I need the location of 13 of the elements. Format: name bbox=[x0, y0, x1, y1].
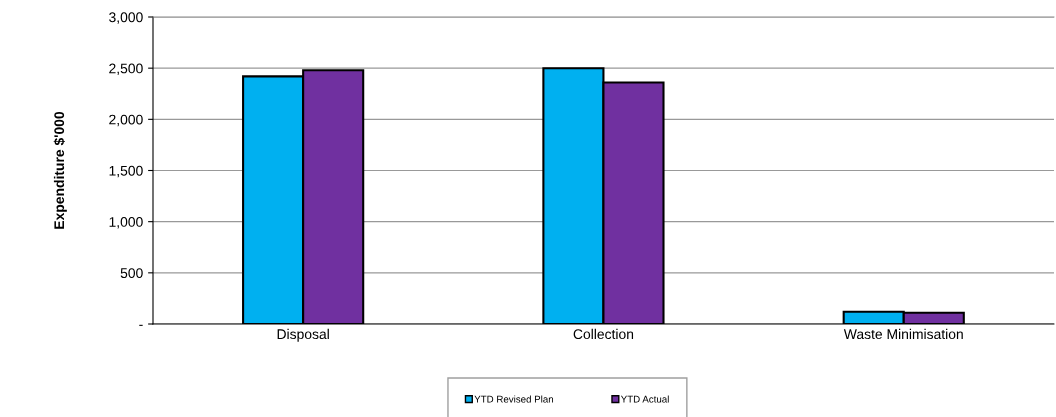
x-tick-label: Waste Minimisation bbox=[843, 328, 963, 340]
y-tick-label: 500 bbox=[120, 268, 143, 278]
y-tick-label: 2,500 bbox=[109, 63, 143, 75]
y-tick-label: - bbox=[139, 324, 143, 326]
x-tick-label: Collection bbox=[573, 328, 634, 340]
legend-label: YTD Revised Plan bbox=[474, 395, 554, 403]
x-tick-label: Disposal bbox=[277, 328, 329, 342]
y-tick-label: 3,000 bbox=[109, 12, 143, 24]
y-tick-label: 1,500 bbox=[109, 165, 143, 178]
y-tick-label: 2,000 bbox=[109, 114, 143, 127]
legend-label: YTD Actual bbox=[620, 395, 669, 403]
y-axis-title: Expenditure $'000 bbox=[53, 111, 67, 229]
y-tick-label: 1,000 bbox=[109, 217, 143, 229]
